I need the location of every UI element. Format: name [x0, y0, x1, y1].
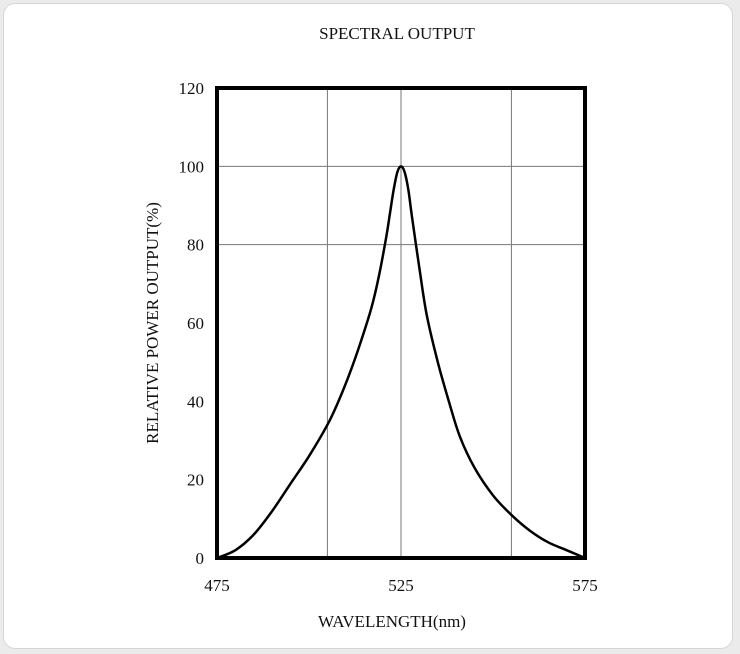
chart-title: SPECTRAL OUTPUT	[319, 24, 475, 43]
y-tick-label: 20	[187, 471, 204, 490]
y-tick-label: 60	[187, 314, 204, 333]
series-group	[216, 165, 586, 560]
y-tick-label: 0	[196, 549, 205, 568]
y-tick-label: 100	[179, 157, 205, 176]
chart-card	[3, 3, 733, 649]
grid-lines	[217, 88, 585, 558]
plot-frame	[215, 86, 587, 560]
x-tick-label: 475	[204, 576, 230, 595]
x-tick-label: 525	[388, 576, 414, 595]
y-tick-label: 120	[179, 79, 205, 98]
y-tick-label: 40	[187, 392, 204, 411]
y-axis-label: RELATIVE POWER OUTPUT(%)	[143, 202, 162, 444]
series-line	[216, 165, 586, 560]
x-axis-label: WAVELENGTH(nm)	[318, 612, 466, 631]
x-tick-labels: 475 525 575	[204, 576, 598, 595]
x-tick-label: 575	[572, 576, 598, 595]
y-tick-labels: 0 20 40 60 80 100 120	[179, 79, 205, 568]
y-tick-label: 80	[187, 236, 204, 255]
